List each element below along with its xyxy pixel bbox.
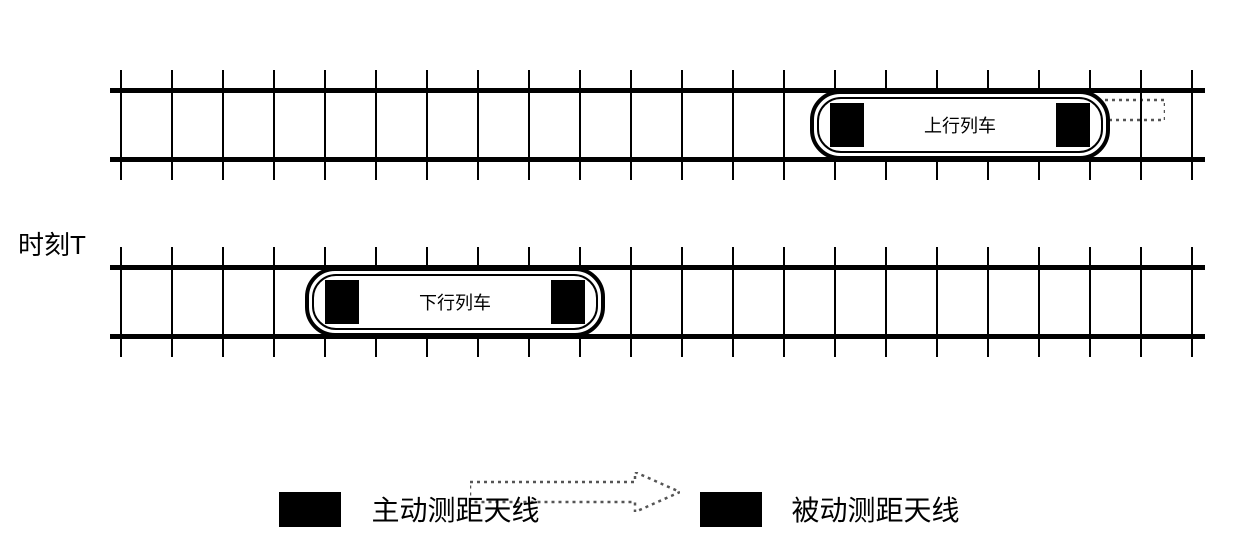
lower-rail-bottom <box>110 334 1205 339</box>
sleeper <box>120 247 122 357</box>
sleeper <box>681 70 683 180</box>
sleeper <box>783 247 785 357</box>
sleeper <box>171 247 173 357</box>
upper-train-passive-antenna <box>830 103 864 147</box>
sleeper <box>171 70 173 180</box>
sleeper <box>783 70 785 180</box>
time-label: 时刻T <box>18 225 86 262</box>
sleeper <box>936 247 938 357</box>
sleeper <box>630 70 632 180</box>
sleeper <box>630 247 632 357</box>
sleeper <box>681 247 683 357</box>
upper-train-active-antenna <box>1056 103 1090 147</box>
lower-train: 下行列车 <box>305 267 605 337</box>
sleeper <box>579 70 581 180</box>
sleeper <box>732 70 734 180</box>
sleeper <box>834 247 836 357</box>
sleeper <box>426 70 428 180</box>
sleeper <box>1191 247 1193 357</box>
upper-track: 上行列车 <box>110 70 1205 180</box>
sleeper <box>273 70 275 180</box>
sleeper <box>1089 247 1091 357</box>
legend-item-active: 主动测距天线 <box>279 489 539 529</box>
upper-train: 上行列车 <box>810 90 1110 160</box>
sleeper <box>987 247 989 357</box>
legend: 主动测距天线 被动测距天线 <box>0 484 1239 534</box>
sleeper <box>1038 247 1040 357</box>
legend-text-passive: 被动测距天线 <box>792 489 960 529</box>
legend-item-passive: 被动测距天线 <box>700 489 960 529</box>
legend-text-active: 主动测距天线 <box>371 489 539 529</box>
sleeper <box>324 70 326 180</box>
lower-sleepers <box>110 247 1205 357</box>
lower-rail-top <box>110 265 1205 270</box>
lower-train-active-antenna <box>551 280 585 324</box>
sleeper <box>120 70 122 180</box>
sleeper <box>1140 247 1142 357</box>
lower-train-label: 下行列车 <box>365 267 545 337</box>
sleeper <box>732 247 734 357</box>
lower-train-passive-antenna <box>325 280 359 324</box>
sleeper <box>528 70 530 180</box>
sleeper <box>375 70 377 180</box>
sleeper <box>1140 70 1142 180</box>
sleeper <box>222 247 224 357</box>
track-diagram: 上行列车 下行列车 <box>110 70 1205 430</box>
upper-train-label: 上行列车 <box>870 90 1050 160</box>
legend-swatch-passive <box>700 492 762 527</box>
sleeper <box>222 70 224 180</box>
sleeper <box>477 70 479 180</box>
lower-track: 下行列车 <box>110 247 1205 357</box>
legend-swatch-active <box>279 492 341 527</box>
sleeper <box>1191 70 1193 180</box>
sleeper <box>885 247 887 357</box>
sleeper <box>273 247 275 357</box>
